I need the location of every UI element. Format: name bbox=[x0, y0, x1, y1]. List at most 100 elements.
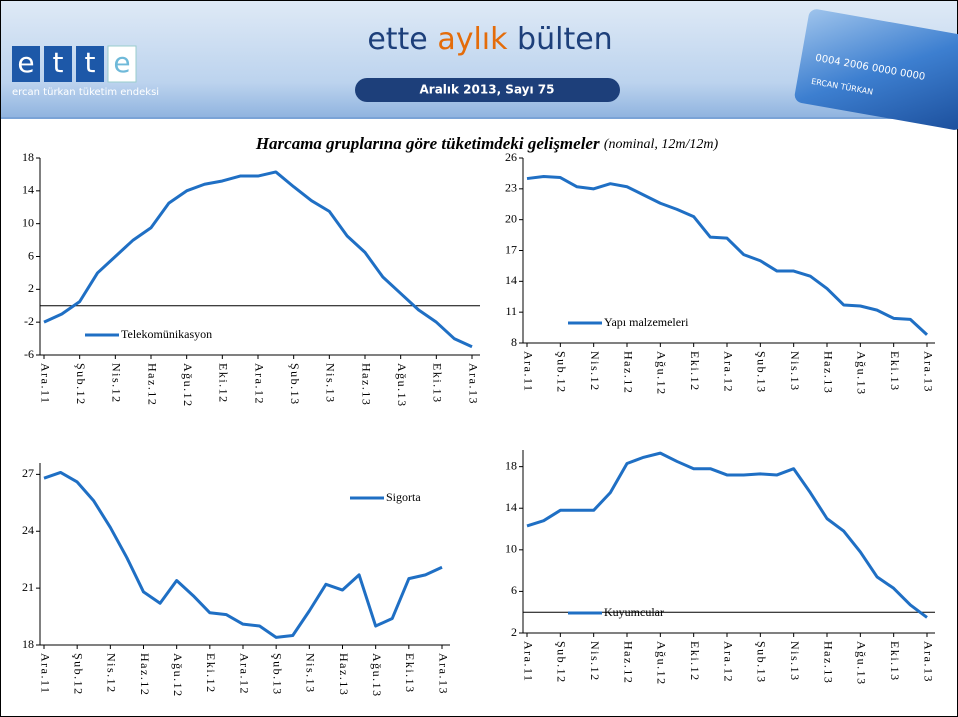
y-tick-label: 14 bbox=[505, 500, 517, 514]
logo-box bbox=[44, 46, 72, 82]
x-tick-label: Nis.12 bbox=[105, 653, 119, 694]
card: 0004 2006 0000 0000 ERCAN TÜRKAN bbox=[794, 9, 958, 130]
y-tick-label: 20 bbox=[505, 211, 517, 225]
x-tick-label: Haz.13 bbox=[337, 653, 351, 696]
y-tick-label: 10 bbox=[22, 215, 34, 229]
x-tick-label: Eki.13 bbox=[431, 363, 445, 404]
x-tick-label: Ağu.13 bbox=[370, 653, 384, 698]
logo-letter: t bbox=[53, 46, 64, 79]
x-tick-label: Şub.12 bbox=[555, 641, 569, 684]
y-tick-label: 14 bbox=[22, 183, 34, 197]
y-tick-label: 2 bbox=[511, 625, 517, 639]
series-line bbox=[43, 170, 473, 349]
y-tick-label: 18 bbox=[22, 637, 34, 651]
x-tick-label: Ağu.13 bbox=[855, 351, 869, 396]
issue: Aralık 2013, Sayı 75 bbox=[419, 83, 554, 97]
x-tick-label: Ağu.12 bbox=[181, 363, 195, 408]
x-tick-label: Şub.13 bbox=[755, 641, 769, 684]
x-tick-label: Ara.11 bbox=[521, 641, 535, 683]
x-tick-label: Eki.12 bbox=[688, 641, 702, 682]
x-tick-label: Nis.13 bbox=[304, 653, 318, 694]
series-line bbox=[526, 175, 929, 336]
x-tick-label: Şub.13 bbox=[755, 351, 769, 394]
x-tick-label: Eki.12 bbox=[204, 653, 218, 694]
x-tick-label: Ara.12 bbox=[721, 351, 735, 393]
y-tick-label: 6 bbox=[28, 248, 34, 262]
title: Harcama gruplarına göre tüketimdeki geli… bbox=[255, 134, 600, 153]
x-tick-label: Ağu.12 bbox=[655, 351, 669, 396]
x-tick-label: Haz.13 bbox=[821, 641, 835, 684]
x-tick-label: Nis.12 bbox=[588, 351, 602, 392]
series-line bbox=[43, 470, 443, 639]
y-tick-label: -2 bbox=[24, 314, 34, 328]
y-tick-label: 27 bbox=[22, 466, 34, 480]
legend-label: Kuyumcular bbox=[604, 605, 664, 619]
x-tick-label: Nis.13 bbox=[788, 641, 802, 682]
x-tick-label: Haz.12 bbox=[621, 351, 635, 394]
x-tick-label: Ağu.13 bbox=[395, 363, 409, 408]
x-tick-label: Ara.11 bbox=[38, 363, 52, 405]
x-tick-label: Nis.12 bbox=[110, 363, 124, 404]
legend-label: Yapı malzemeleri bbox=[604, 315, 689, 329]
x-tick-label: Ara.12 bbox=[721, 641, 735, 683]
x-tick-label: Ara.13 bbox=[921, 351, 935, 393]
logo-caption: ercan türkan tüketim endeksi bbox=[12, 87, 159, 98]
y-tick-label: 26 bbox=[505, 150, 517, 164]
y-tick-label: 21 bbox=[22, 580, 34, 594]
x-tick-label: Ara.13 bbox=[466, 363, 480, 405]
y-tick-label: 18 bbox=[505, 458, 517, 472]
legend-label: Sigorta bbox=[386, 490, 421, 504]
x-tick-label: Ara.11 bbox=[521, 351, 535, 393]
x-tick-label: Ara.11 bbox=[38, 653, 52, 695]
y-tick-label: -6 bbox=[24, 347, 34, 361]
x-tick-label: Ağu.12 bbox=[655, 641, 669, 686]
bulletin-title: ette aylık bülten bbox=[367, 22, 612, 57]
x-tick-label: Şub.12 bbox=[71, 653, 85, 696]
x-tick-label: Ara.13 bbox=[436, 653, 450, 695]
x-tick-label: Ağu.12 bbox=[171, 653, 185, 698]
y-tick-label: 6 bbox=[511, 583, 517, 597]
logo-letter: e bbox=[113, 46, 130, 79]
y-tick-label: 18 bbox=[22, 150, 34, 164]
y-tick-label: 10 bbox=[505, 542, 517, 556]
x-tick-label: Ara.12 bbox=[252, 363, 266, 405]
x-tick-label: Şub.13 bbox=[288, 363, 302, 406]
y-tick-label: 2 bbox=[28, 281, 34, 295]
x-tick-label: Ağu.13 bbox=[855, 641, 869, 686]
x-tick-label: Haz.12 bbox=[621, 641, 635, 684]
title-part: ette bbox=[367, 22, 427, 57]
logo-letter: t bbox=[85, 46, 96, 79]
x-tick-label: Haz.13 bbox=[359, 363, 373, 406]
y-tick-label: 11 bbox=[505, 304, 517, 318]
series-line bbox=[526, 451, 928, 619]
x-tick-label: Eki.12 bbox=[217, 363, 231, 404]
y-tick-label: 8 bbox=[511, 335, 517, 349]
logo-box bbox=[107, 45, 137, 83]
issue-pill bbox=[355, 78, 620, 102]
legend-label: Telekomünikasyon bbox=[121, 327, 212, 341]
x-tick-label: Eki.13 bbox=[888, 351, 902, 392]
x-tick-label: Eki.13 bbox=[403, 653, 417, 694]
x-tick-label: Haz.13 bbox=[821, 351, 835, 394]
y-tick-label: 24 bbox=[22, 523, 34, 537]
x-tick-label: Nis.13 bbox=[788, 351, 802, 392]
y-tick-label: 17 bbox=[505, 242, 517, 256]
title-part: aylık bbox=[437, 22, 508, 57]
logo-box bbox=[12, 46, 40, 82]
x-tick-label: Şub.13 bbox=[270, 653, 284, 696]
logo: e t t e ercan türkan tüketim endeksi bbox=[12, 45, 159, 98]
logo-letter: e bbox=[17, 46, 34, 79]
x-tick-label: Haz.12 bbox=[145, 363, 159, 406]
page-title: Harcama gruplarına göre tüketimdeki geli… bbox=[255, 134, 719, 153]
card-body bbox=[794, 9, 958, 130]
x-tick-label: Nis.12 bbox=[588, 641, 602, 682]
title-part: bülten bbox=[517, 22, 613, 57]
x-tick-label: Şub.12 bbox=[555, 351, 569, 394]
y-tick-label: 14 bbox=[505, 273, 517, 287]
x-tick-label: Şub.12 bbox=[74, 363, 88, 406]
x-tick-label: Nis.13 bbox=[324, 363, 338, 404]
x-tick-label: Eki.13 bbox=[888, 641, 902, 682]
x-tick-label: Eki.12 bbox=[688, 351, 702, 392]
y-tick-label: 23 bbox=[505, 181, 517, 195]
